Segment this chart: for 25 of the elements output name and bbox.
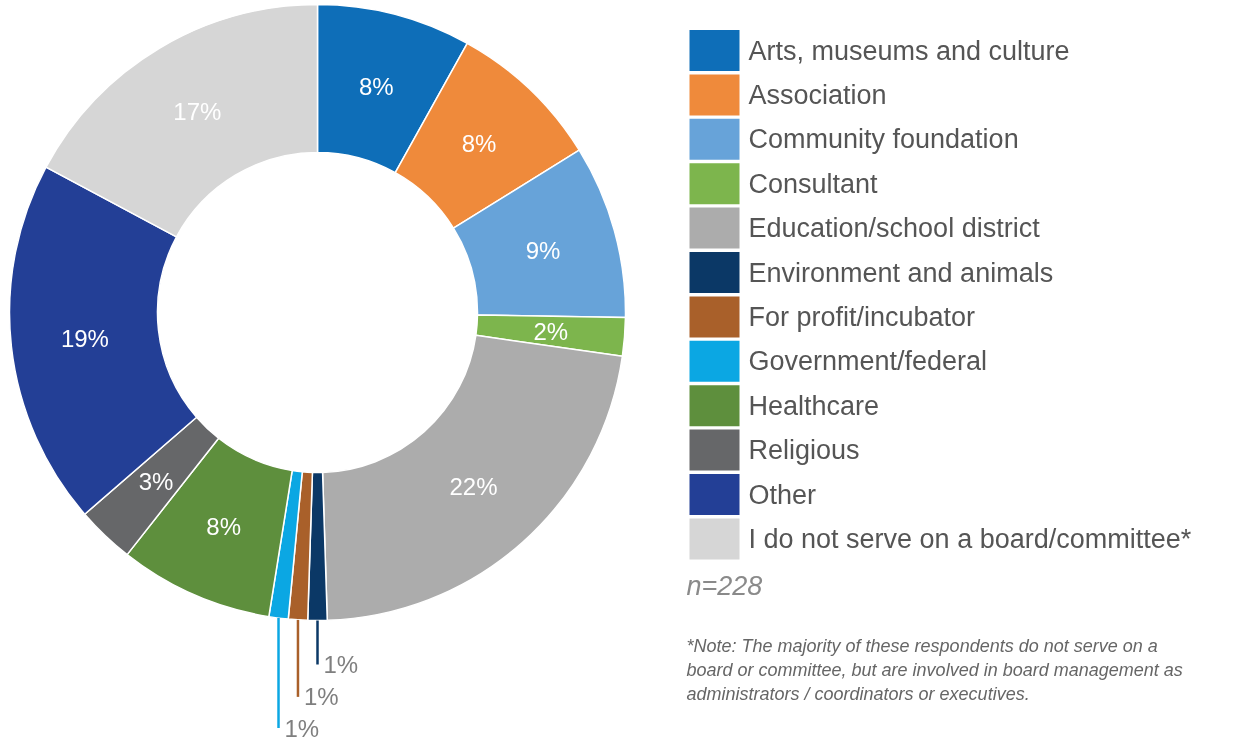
legend-label: Consultant xyxy=(748,168,879,199)
legend-label: Government/federal xyxy=(748,346,988,377)
data-label: 1% xyxy=(303,683,339,711)
data-label: 9% xyxy=(525,236,561,264)
legend-label: Association xyxy=(748,79,887,110)
legend-label: Education/school district xyxy=(748,213,1041,244)
data-label: 3% xyxy=(138,468,174,496)
data-label: 1% xyxy=(323,651,359,678)
legend-label: Healthcare xyxy=(748,390,880,421)
legend-label: Other xyxy=(748,479,817,510)
legend-label: For profit/incubator xyxy=(748,301,976,332)
legend-label: I do not serve on a board/committee* xyxy=(748,523,1192,554)
data-label: 8% xyxy=(358,72,394,100)
legend-label: Community foundation xyxy=(748,124,1019,155)
text: *Note: The majority of these respondents do not serve on a board or committee, but are involved in board management as administrators / coordinators or executives. xyxy=(686,635,1183,704)
data-label: 1% xyxy=(284,714,320,742)
legend-label: Arts, museums and culture xyxy=(748,35,1070,66)
legend-label: Environment and animals xyxy=(748,257,1054,288)
data-label: 2% xyxy=(533,317,569,345)
data-label: 22% xyxy=(449,473,498,501)
data-label: 8% xyxy=(206,513,242,541)
data-label: 8% xyxy=(461,129,497,157)
legend-label: Religious xyxy=(748,435,860,466)
data-label: 19% xyxy=(60,324,109,352)
text: n=228 xyxy=(686,570,763,601)
